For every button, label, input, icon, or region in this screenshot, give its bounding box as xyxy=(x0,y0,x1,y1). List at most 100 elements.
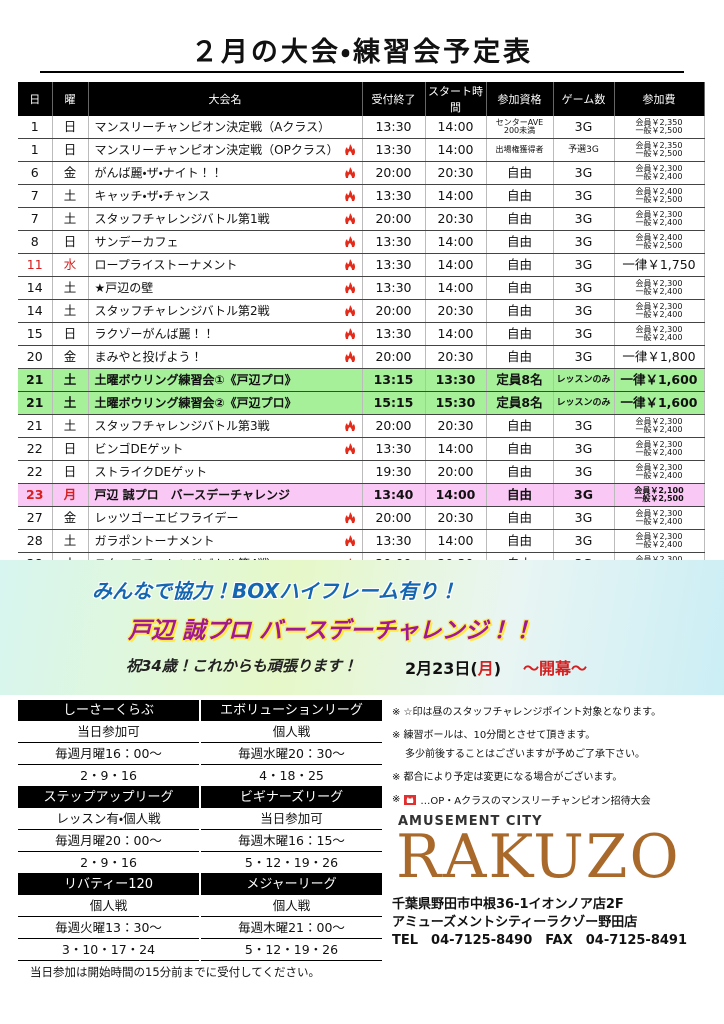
league-type: 個人戦 xyxy=(201,721,382,743)
league-dates: 4・18・25 xyxy=(201,765,382,787)
banner-line: みんなで協力！BOXハイフレーム有り！ xyxy=(92,579,458,603)
table-row: 21 土スタッフチャレンジバトル第3戦 20:00 20:30 自由 3G 会員￥2,300… xyxy=(18,414,705,438)
table-row: 8 日サンデーカフェ 13:30 14:00 自由 3G 会員￥2,400 一般￥2,500 xyxy=(18,230,705,254)
event-name: ストライクDEゲット xyxy=(88,460,363,484)
flame-icon xyxy=(344,535,355,546)
start-time: 14:00 xyxy=(425,322,487,346)
event-name: サンデーカフェ xyxy=(88,230,363,254)
title: ２月の大会・練習会予定表 xyxy=(40,30,684,73)
qualification-line: 自由 xyxy=(506,348,532,364)
fee-line: 一般￥2,500 xyxy=(634,494,684,503)
flame-icon xyxy=(344,167,355,178)
league-name: メジャーリーグ xyxy=(201,874,382,895)
entry-time: 20:00 xyxy=(362,161,426,185)
fee-line: 一般￥2,500 xyxy=(635,126,683,135)
league-schedule: 毎週月曜16：00〜 xyxy=(18,743,199,765)
day: 7 xyxy=(18,184,53,208)
table-row: 22 日ストライクDEゲット 19:30 20:00 自由 3G 会員￥2,300 一般￥2,… xyxy=(18,460,705,484)
event-name: ★戸辺の壁 xyxy=(88,276,363,300)
table-body: 1 日マンスリーチャンピオン決定戦（Aクラス） 13:30 14:00 センターAVE 2… xyxy=(18,116,705,576)
start-time: 14:00 xyxy=(425,184,487,208)
banner-line: 祝34歳！これからも頑張ります！ xyxy=(126,657,357,675)
table-row: 11 水ロープライストーナメント 13:30 14:00 自由 3G 一律￥1,750 xyxy=(18,253,705,277)
qualification: 出場権獲得者 xyxy=(486,138,554,162)
table-row: 28 土ガラポントーナメント 13:30 14:00 自由 3G 会員￥2,300 一般￥2,… xyxy=(18,529,705,553)
event-name: キャッチ・ザ・チャンス xyxy=(88,184,363,208)
entry-time: 19:30 xyxy=(362,460,426,484)
league-name: ビギナーズリーグ xyxy=(201,787,382,808)
qualification-line: 定員8名 xyxy=(496,371,543,387)
league-schedule: 毎週水曜20：30〜 xyxy=(201,743,382,765)
fee-line: 一般￥2,400 xyxy=(635,218,683,227)
weekday: 金 xyxy=(52,345,89,369)
weekday: 水 xyxy=(52,253,89,277)
entry-time: 20:00 xyxy=(362,414,426,438)
start-time: 14:00 xyxy=(425,437,487,461)
qualification-line: 自由 xyxy=(506,486,532,502)
entry-time: 13:30 xyxy=(362,529,426,553)
league-type: 個人戦 xyxy=(201,895,382,917)
league-type: 個人戦 xyxy=(18,895,199,917)
start-time: 15:30 xyxy=(425,391,487,415)
fee-line: 会員￥2,300 xyxy=(635,531,683,541)
address-line: TEL 04-7125-8490 FAX 04-7125-8491 xyxy=(392,933,687,948)
games: 3G xyxy=(553,529,615,553)
table-row: 14 土 ★戸辺の壁 13:30 14:00 自由 3G 会員￥2,300 一般￥2,400 xyxy=(18,276,705,300)
qualification: 自由 xyxy=(486,529,554,553)
league: ビギナーズリーグ 当日参加可 毎週木曜16：15〜 5・12・19・26 xyxy=(201,787,382,874)
games: 3G xyxy=(553,207,615,231)
note: ※ 都合により予定は変更になる場合がございます。 xyxy=(392,772,623,783)
fee-line: 会員￥2,300 xyxy=(635,462,683,472)
event-name: ガラポントーナメント xyxy=(88,529,363,553)
event-name: レッツゴーエビフライデー xyxy=(88,506,363,530)
qualification-line: 自由 xyxy=(506,256,532,272)
league-schedule: 毎週木曜16：15〜 xyxy=(201,830,382,852)
fee-line: 一般￥2,400 xyxy=(635,471,683,480)
start-time: 20:30 xyxy=(425,414,487,438)
date: 2月23日( xyxy=(405,659,478,678)
flame-icon xyxy=(344,213,355,224)
event-name: まみやと投げよう！ xyxy=(88,345,363,369)
entry-time: 13:30 xyxy=(362,184,426,208)
weekday: 日 xyxy=(52,230,89,254)
table-row: 1 日マンスリーチャンピオン決定戦（Aクラス） 13:30 14:00 センターAVE 2… xyxy=(18,116,705,139)
table-row: 6 金がんば麗・ザ・ナイト！！ 20:00 20:30 自由 3G 会員￥2,300 一般￥2… xyxy=(18,161,705,185)
start-time: 14:00 xyxy=(425,138,487,162)
qualification: 定員8名 xyxy=(486,391,554,415)
qualification: 自由 xyxy=(486,161,554,185)
column-header: 受付終了 xyxy=(362,82,426,116)
start-time: 14:00 xyxy=(425,483,487,507)
fee-line: 会員￥2,300 xyxy=(635,439,683,449)
qualification-line: 自由 xyxy=(506,509,532,525)
league-dates: 5・12・19・26 xyxy=(201,852,382,874)
opening: 〜開幕〜 xyxy=(523,659,588,678)
fee-line: 一律￥1,800 xyxy=(622,348,696,364)
qualification-line: 200未満 xyxy=(503,126,536,135)
games: 3G xyxy=(553,276,615,300)
event-name: ビンゴDEゲット xyxy=(88,437,363,461)
day: 23 xyxy=(18,483,53,507)
fee-line: 一般￥2,500 xyxy=(635,149,683,158)
league: リバティー120 個人戦 毎週火曜13：30〜 3・10・17・24 xyxy=(18,874,199,961)
entry-time: 13:30 xyxy=(362,230,426,254)
column-header: 大会名 xyxy=(88,82,363,116)
games: 3G xyxy=(553,253,615,277)
event-name: スタッフチャレンジバトル第1戦 xyxy=(88,207,363,231)
entry-time: 20:00 xyxy=(362,299,426,323)
qualification: センターAVE 200未満 xyxy=(486,116,554,139)
weekday: 土 xyxy=(52,529,89,553)
qualification-line: 自由 xyxy=(506,440,532,456)
table-row: 20 金まみやと投げよう！ 20:00 20:30 自由 3G 一律￥1,800 xyxy=(18,345,705,369)
fee-line: 一般￥2,400 xyxy=(635,540,683,549)
start-time: 14:00 xyxy=(425,253,487,277)
weekday: 月 xyxy=(52,483,89,507)
event-name: ラクゾーがんば麗！！ xyxy=(88,322,363,346)
qualification-line: 自由 xyxy=(506,302,532,318)
games: 3G xyxy=(553,116,615,139)
start-time: 20:30 xyxy=(425,299,487,323)
event-name-text: スタッフチャレンジバトル第3戦 xyxy=(94,419,270,433)
